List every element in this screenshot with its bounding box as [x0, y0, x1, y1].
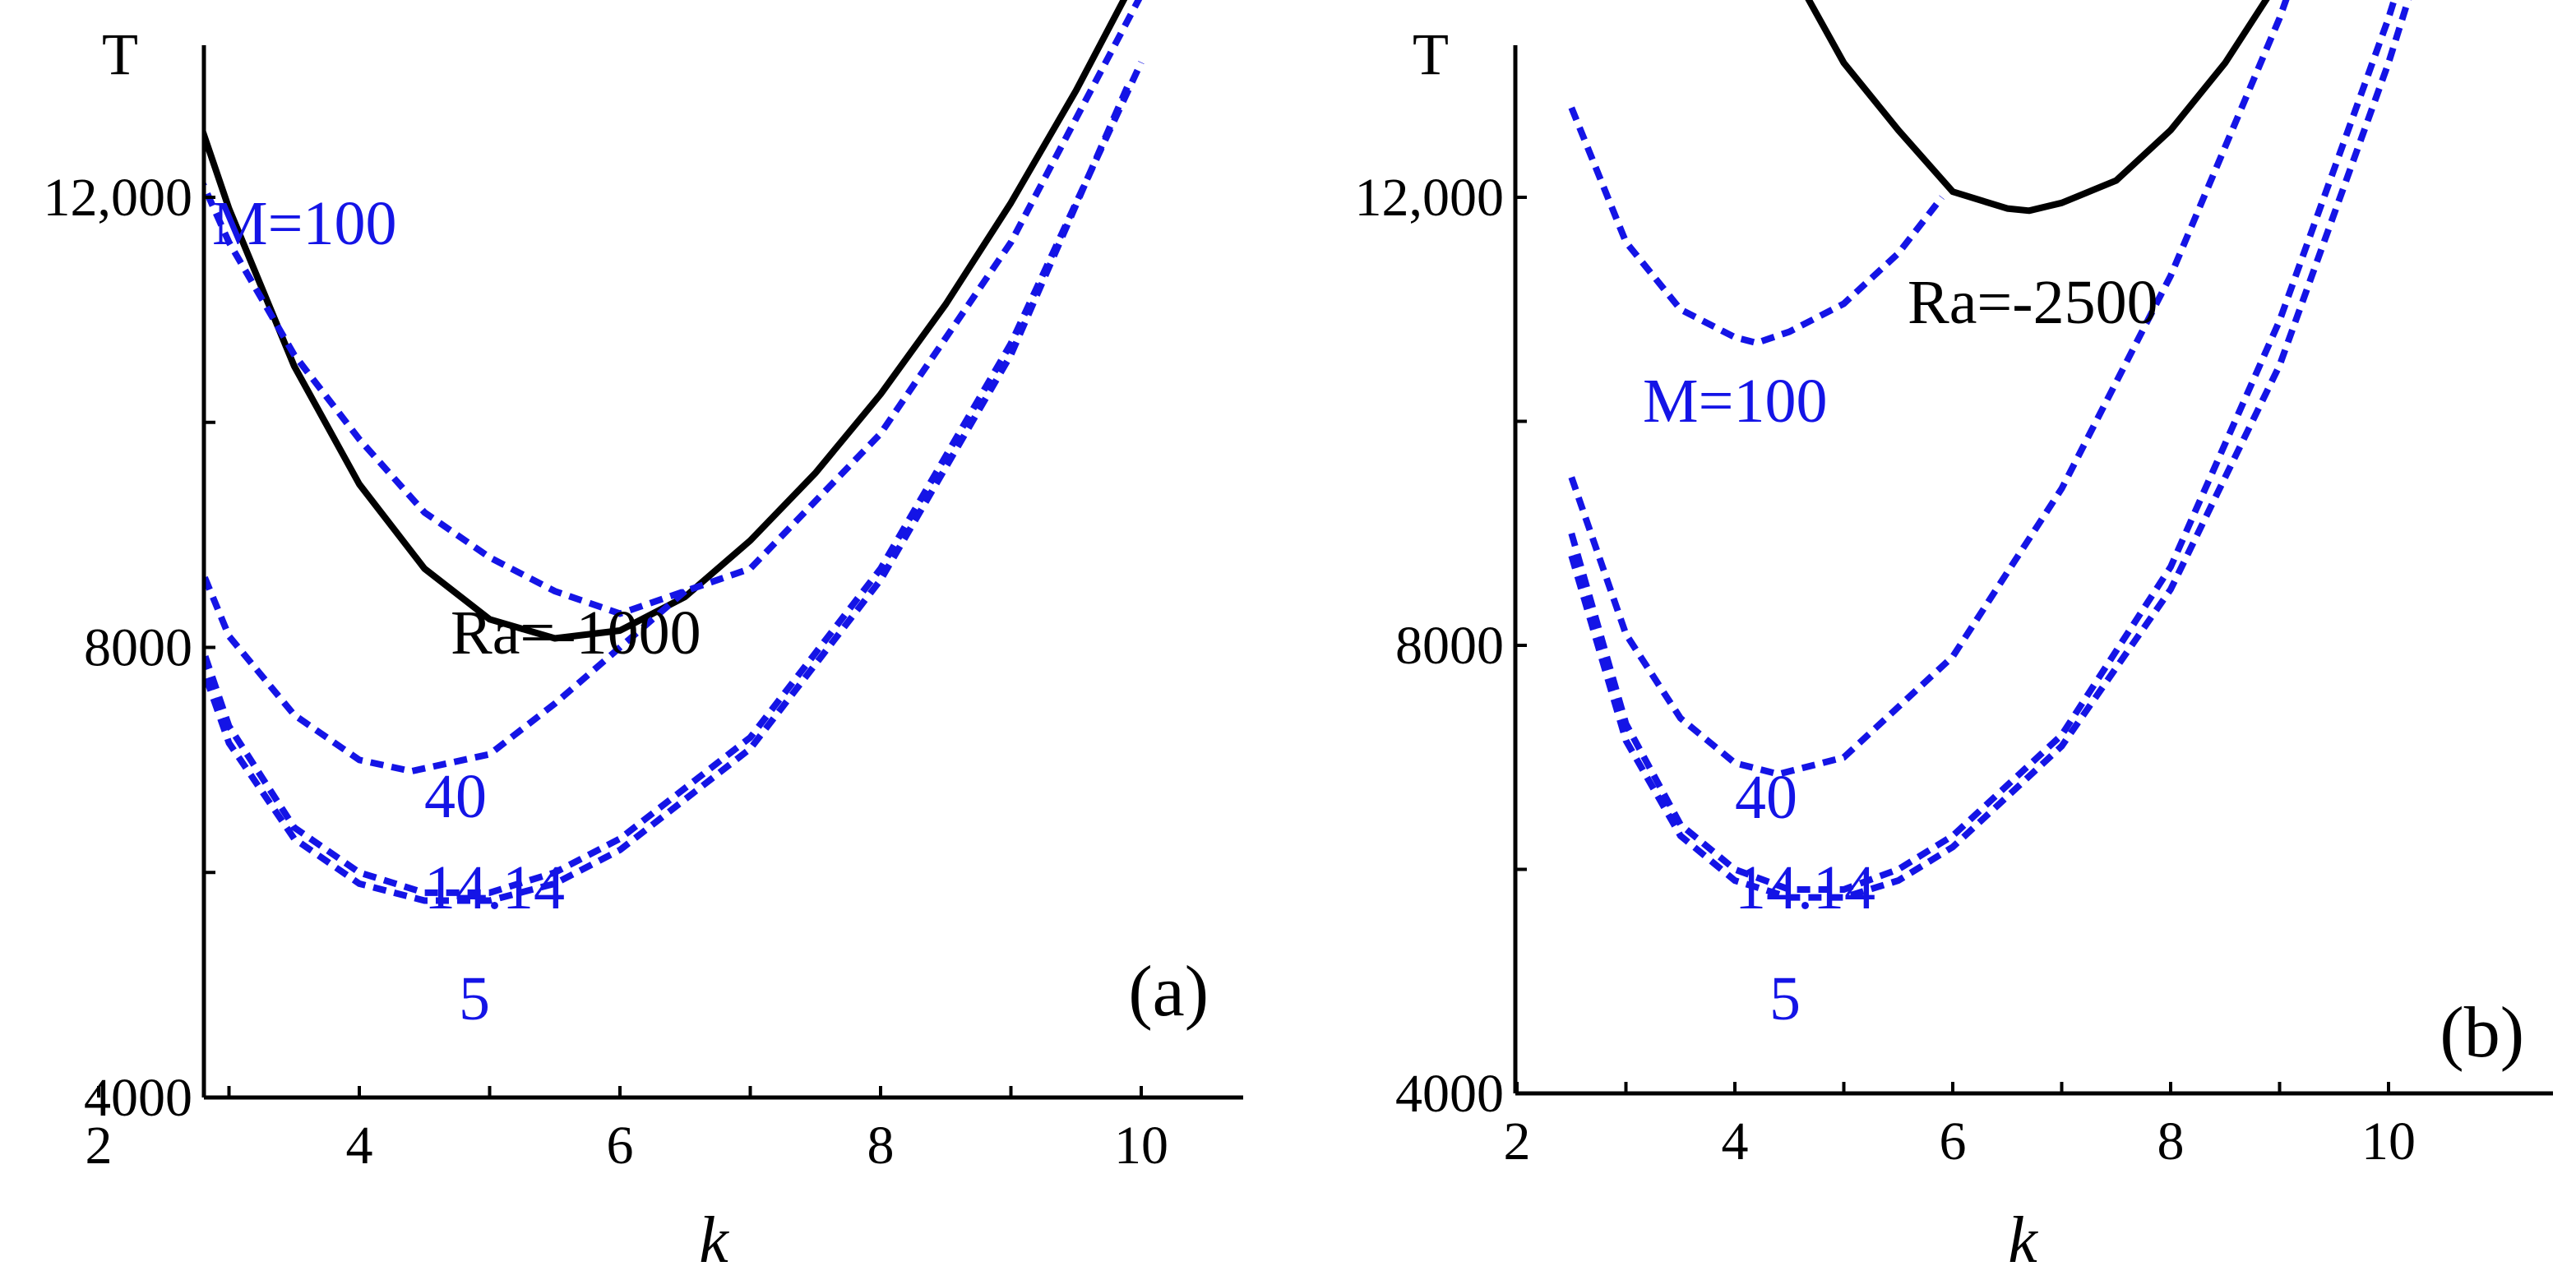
panel-a-label-m5: 5 — [459, 964, 490, 1033]
panel-b-label-m100: M=100 — [1643, 367, 1827, 436]
panel-a-label: (a) — [1128, 952, 1209, 1032]
panel-a-label-m40: 40 — [424, 762, 487, 831]
panel-a-series-ra-1000 — [204, 0, 1128, 642]
panel-b-series-ra-2500 — [1805, 0, 2270, 215]
panel-a-y-tick-label: 12,000 — [44, 168, 193, 228]
panel-b-ticks: 2 4 6 8 10 4000 8000 12,000 — [1355, 168, 2416, 1171]
panel-b-label: (b) — [2440, 993, 2524, 1073]
panel-b-label-m5: 5 — [1769, 964, 1801, 1033]
panel-a-series-14-14 — [204, 61, 1145, 896]
panel-b-y-tick-label: 4000 — [1395, 1064, 1504, 1124]
panel-b-series-40 — [1568, 0, 2290, 778]
panel-b-series — [1568, 0, 2412, 901]
panel-a: 2 4 6 8 10 4000 8000 12,000 T k (a) M=100 Ra=-1… — [44, 0, 1243, 1277]
panel-b-series-5 — [1568, 0, 2412, 901]
panel-a-series-5 — [204, 83, 1131, 904]
panel-a-ticks: 2 4 6 8 10 4000 8000 12,000 — [44, 168, 1169, 1176]
panel-b-label-m1414: 14.14 — [1735, 853, 1875, 922]
panel-a-label-ra: Ra=-1000 — [451, 598, 701, 668]
panel-a-label-m100: M=100 — [212, 189, 396, 258]
panel-b-label-ra: Ra=-2500 — [1908, 268, 2158, 337]
panel-b-label-m40: 40 — [1735, 763, 1797, 832]
panel-b-x-tick-label: 6 — [1940, 1111, 1967, 1171]
panel-a-series-40 — [204, 566, 687, 775]
panel-a-y-tick-label: 8000 — [84, 618, 192, 678]
panel-a-series-m-100 — [204, 0, 1143, 617]
panel-b-series-m-100 — [1568, 106, 1945, 347]
panel-a-x-tick-label: 8 — [867, 1116, 895, 1176]
panel-b-x-tick-label: 10 — [2361, 1111, 2416, 1171]
panel-a-series — [204, 0, 1145, 904]
panel-b-y-tick-label: 12,000 — [1355, 168, 1505, 228]
panel-b-x-tick-label: 8 — [2157, 1111, 2185, 1171]
panel-b-y-title: T — [1413, 21, 1449, 87]
panel-b-x-tick-label: 4 — [1722, 1111, 1749, 1171]
panel-a-label-m1414: 14.14 — [424, 853, 565, 922]
panel-a-x-title: k — [699, 1204, 729, 1277]
panel-b-y-tick-label: 8000 — [1395, 616, 1504, 676]
panel-b-x-tick-label: 2 — [1504, 1111, 1531, 1171]
panel-a-x-tick-label: 10 — [1114, 1116, 1168, 1176]
panel-b: 2 4 6 8 10 4000 8000 12,000 T k (b) Ra=-2500 M=… — [1355, 0, 2553, 1277]
panel-a-y-tick-label: 4000 — [84, 1068, 192, 1128]
panel-a-x-tick-label: 6 — [607, 1116, 634, 1176]
panel-a-x-tick-label: 2 — [86, 1116, 113, 1176]
panel-b-x-title: k — [2008, 1204, 2038, 1277]
panel-a-x-tick-label: 4 — [346, 1116, 373, 1176]
panel-a-y-title: T — [102, 21, 138, 87]
